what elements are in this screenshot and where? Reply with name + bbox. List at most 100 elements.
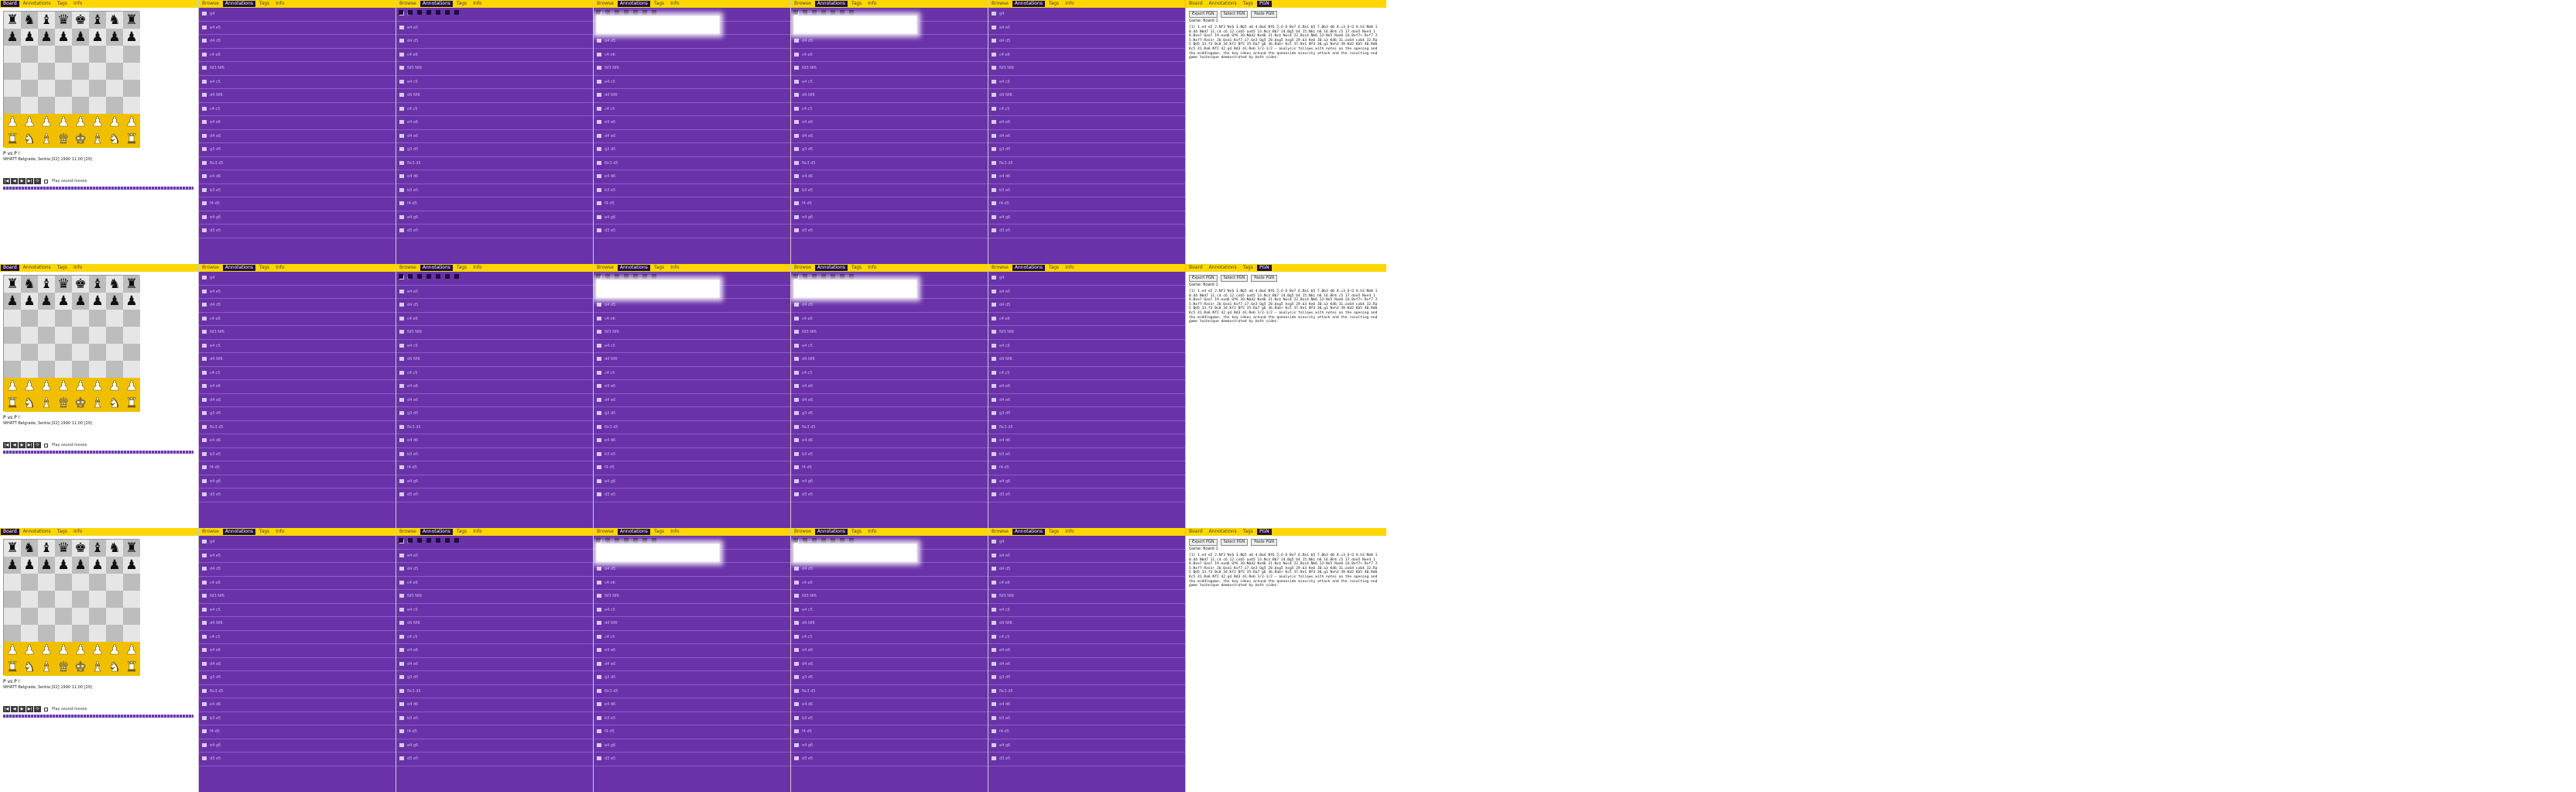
board-square[interactable]: ♛ [55,12,72,29]
list-item[interactable]: c4 c5 [199,103,396,116]
black-piece-icon[interactable]: ♚ [74,276,87,292]
list-item[interactable]: f4 d5 [199,197,396,211]
list-item[interactable]: c4 e6 [199,577,396,590]
tab-tags[interactable]: Tags [57,265,67,270]
black-piece-icon[interactable]: ♟ [40,29,53,45]
white-piece-icon[interactable]: ♜ [125,660,138,676]
board-square[interactable] [21,625,38,642]
black-piece-icon[interactable]: ♟ [57,293,70,309]
toolbar-button[interactable] [652,538,656,543]
black-piece-icon[interactable]: ♛ [57,276,70,292]
list-item[interactable]: d4 d5 [594,35,790,49]
board-square[interactable]: ♟ [4,293,21,310]
white-piece-icon[interactable]: ♟ [57,643,70,659]
board-square[interactable]: ♝ [38,131,55,148]
black-piece-icon[interactable]: ♞ [108,540,121,556]
board-square[interactable]: ♟ [72,378,89,395]
list-item[interactable]: c4 c5 [199,631,396,644]
list-item[interactable]: c4 c5 [396,631,593,644]
list-item[interactable]: d4 e6 [594,394,790,407]
toolbar-button[interactable] [803,10,807,15]
list-item[interactable]: g4 [199,8,396,22]
board-square[interactable]: ♟ [123,378,140,395]
board-square[interactable]: ♟ [72,557,89,574]
playback-button[interactable]: ⟳ [34,706,41,712]
board-square[interactable]: ♟ [72,29,89,46]
board-square[interactable] [55,327,72,344]
tab-board[interactable]: Board [1189,529,1203,534]
list-item[interactable]: Nf3 Nf6 [791,62,988,76]
black-piece-icon[interactable]: ♞ [108,12,121,28]
tab-info[interactable]: Info [868,265,877,270]
tab-annotations[interactable]: Annotations [1208,1,1237,6]
list-item[interactable]: g4 [988,8,1185,22]
board-square[interactable]: ♜ [123,131,140,148]
list-item[interactable]: e4 g6 [396,475,593,489]
list-item[interactable]: e4 d6 [988,434,1185,448]
list-item[interactable]: d4 d5 [396,563,593,577]
board-square[interactable] [123,80,140,97]
toolbar-button[interactable] [408,274,413,279]
list-item[interactable]: d3 e5 [199,225,396,238]
list-item[interactable]: c4 c5 [199,367,396,380]
list-item[interactable]: d4 e6 [594,130,790,143]
toolbar-button[interactable] [821,274,826,279]
board-square[interactable]: ♝ [38,395,55,412]
board-square[interactable]: ♟ [55,378,72,395]
list-item[interactable]: d4 e6 [199,394,396,407]
toolbar-button[interactable] [399,10,403,15]
list-item[interactable]: f4 d5 [791,725,988,739]
list-item[interactable]: g3 d5 [988,407,1185,421]
board-square[interactable]: ♞ [21,395,38,412]
tab-annotations[interactable]: Annotations [222,529,255,535]
list-item[interactable]: f4 d5 [988,461,1185,475]
list-item[interactable]: e4 c5 [988,76,1185,89]
board-square[interactable] [21,574,38,591]
tab-annotations[interactable]: Annotations [222,1,255,7]
list-item[interactable]: Nc3 d5 [988,157,1185,170]
board-square[interactable] [55,344,72,361]
list-item[interactable]: c4 e6 [594,313,790,326]
board-square[interactable] [38,344,55,361]
list-item[interactable]: e4 e6 [199,644,396,658]
board-square[interactable] [72,310,89,327]
toolbar-button[interactable] [605,10,610,15]
board-square[interactable] [55,97,72,114]
list-item[interactable]: d4 d5 [199,563,396,577]
white-piece-icon[interactable]: ♜ [6,132,19,148]
board-square[interactable]: ♞ [21,659,38,676]
list-item[interactable]: c4 c5 [791,367,988,380]
list-item[interactable]: d4 Nf6 [396,353,593,367]
board-square[interactable] [38,97,55,114]
tab-tags[interactable]: Tags [456,529,468,534]
list-item[interactable]: c4 e6 [396,313,593,326]
list-item[interactable]: e4 e6 [199,116,396,130]
board-square[interactable] [21,310,38,327]
toolbar-button[interactable] [624,274,629,279]
black-piece-icon[interactable]: ♞ [23,276,36,292]
white-piece-icon[interactable]: ♜ [6,660,19,676]
board-square[interactable]: ♟ [38,114,55,131]
board-square[interactable]: ♞ [21,540,38,557]
list-item[interactable]: e4 g6 [594,739,790,753]
list-item[interactable]: d4 Nf6 [199,89,396,103]
list-item[interactable]: f4 d5 [594,725,790,739]
list-item[interactable]: e4 e6 [396,116,593,130]
tab-info[interactable]: Info [1065,265,1074,270]
tab-browse[interactable]: Browse [597,1,614,6]
toolbar-button[interactable] [840,10,844,15]
board-square[interactable]: ♜ [4,12,21,29]
list-item[interactable]: Nc3 d5 [988,685,1185,698]
list-item[interactable]: d4 d5 [988,563,1185,577]
toolbar-button[interactable] [417,538,422,543]
board-square[interactable] [21,327,38,344]
board-square[interactable]: ♟ [106,293,123,310]
board-square[interactable]: ♟ [89,557,106,574]
board-square[interactable]: ♟ [21,293,38,310]
board-square[interactable]: ♟ [123,114,140,131]
board-square[interactable]: ♟ [106,557,123,574]
list-item[interactable]: d3 e5 [396,753,593,766]
tab-tags[interactable]: Tags [57,529,67,534]
board-square[interactable] [106,608,123,625]
list-item[interactable]: e4 e5 [396,286,593,299]
